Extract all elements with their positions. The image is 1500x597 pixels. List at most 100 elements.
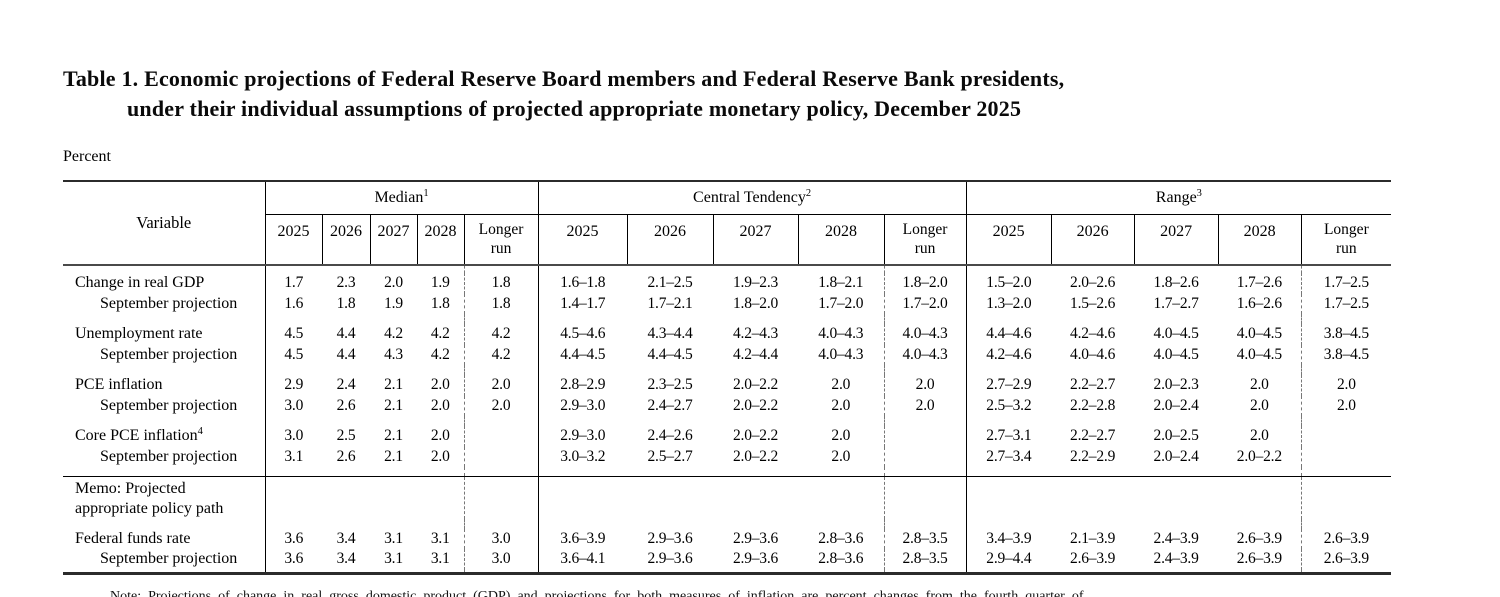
- cell-range-0: 2.7–3.4: [965, 446, 1052, 467]
- spacer-cell: [417, 519, 464, 529]
- cell-range-1: 2.2–2.7: [1070, 376, 1116, 394]
- cell-range-4: 3.8–4.5: [1300, 324, 1392, 345]
- spacer-cell: [627, 519, 713, 529]
- spacer-cell: [265, 467, 322, 476]
- table-row: Unemployment rate 4.5 4.4 4.2 4.2 4.2 4.5–4.6 4…: [63, 324, 1392, 345]
- cell-range-0: 2.9–4.4: [965, 549, 1052, 570]
- spacer-row: [63, 569, 1392, 574]
- longer-run-line2: run: [1336, 240, 1357, 258]
- cell-median-3: 3.1: [430, 550, 450, 568]
- cell-ct-3: 2.0: [831, 427, 851, 445]
- cell-median-2: 3.1: [384, 550, 403, 568]
- footnote-marker: 2: [805, 187, 812, 199]
- longer-run-header-range: Longer run: [1300, 214, 1392, 266]
- spacer-cell: [537, 518, 628, 529]
- spacer-cell: [1218, 314, 1301, 324]
- row-label-text: September projection: [100, 294, 238, 312]
- cell-ct-1: 2.9–3.6: [647, 529, 693, 547]
- spacer-cell: [322, 265, 370, 273]
- row-label-text: Federal funds rate: [75, 529, 191, 547]
- spacer-cell: [322, 314, 370, 324]
- spacer-cell: [417, 570, 464, 574]
- cell-range-2: 1.7–2.7: [1153, 294, 1199, 312]
- cell-median-1: 2.6: [336, 396, 356, 414]
- table-row: September projection 1.6 1.8 1.9 1.8 1.8 1.4–1…: [63, 293, 1392, 314]
- cell-ct-2: 2.0–2.2: [732, 376, 779, 394]
- spacer-cell: [537, 569, 628, 574]
- spacer-row: [63, 467, 1392, 476]
- spacer-cell: [713, 265, 798, 273]
- cell-median-0: 1.6: [284, 294, 304, 312]
- cell-ct-2: 4.2–4.3: [732, 325, 779, 343]
- cell-median-4: 2.0: [463, 375, 539, 396]
- longer-run-line1: Longer: [1323, 221, 1369, 239]
- cell-median-1: 2.6: [336, 447, 356, 465]
- spacer-row: [63, 416, 1392, 426]
- year-header-range-2026: 2026: [1050, 214, 1135, 266]
- cell-ct-1: 2.1–2.5: [647, 274, 693, 292]
- spacer-cell: [1051, 475, 1135, 519]
- cell-ct-1: 1.7–2.1: [647, 294, 693, 312]
- spacer-cell: [627, 365, 713, 375]
- spacer-cell: [1134, 416, 1218, 426]
- cell-ct-1: 4.3–4.4: [647, 325, 693, 343]
- cell-median-0: 3.6: [284, 550, 304, 568]
- spacer-cell: [463, 475, 539, 519]
- spacer-cell: [463, 314, 539, 324]
- spacer-row: [63, 265, 1392, 273]
- spacer-cell: [1134, 467, 1218, 476]
- row-label: Federal funds rate: [63, 528, 266, 549]
- spacer-cell: [1134, 365, 1218, 375]
- spacer-cell: [798, 416, 884, 426]
- spacer-cell: [1051, 519, 1134, 529]
- spacer-cell: [63, 569, 266, 574]
- cell-range-3: 2.6–3.9: [1236, 529, 1282, 547]
- cell-median-4: [463, 446, 539, 467]
- cell-ct-0: 2.8–2.9: [537, 375, 628, 396]
- spacer-row: [63, 518, 1392, 529]
- year-header-row: 2025 2026 2027 2028 Longer run 2025 2026 2027 202…: [63, 214, 1392, 266]
- cell-range-1: 4.0–4.6: [1070, 345, 1116, 363]
- cell-range-3: 2.0: [1249, 376, 1269, 394]
- cell-range-0: 2.5–3.2: [965, 395, 1052, 416]
- row-label-text: September projection: [100, 550, 238, 568]
- spacer-cell: [965, 265, 1052, 273]
- spacer-cell: [798, 467, 884, 476]
- spacer-cell: [883, 475, 967, 519]
- row-label: September projection: [63, 395, 266, 416]
- spacer-cell: [965, 475, 1052, 519]
- cell-ct-3: 2.0: [831, 447, 851, 465]
- cell-range-0: 2.7–2.9: [965, 375, 1052, 396]
- row-label-text: Core PCE inflation: [75, 427, 198, 445]
- cell-range-2: 2.0–2.5: [1153, 427, 1199, 445]
- cell-median-0: 4.5: [284, 345, 304, 363]
- group-header-row: Variable Median1 Central Tendency2 Range…: [63, 181, 1392, 266]
- spacer-cell: [627, 416, 713, 426]
- cell-median-4: 1.8: [463, 293, 539, 314]
- longer-run-line1: Longer: [478, 221, 524, 239]
- cell-range-2: 2.0–2.4: [1153, 396, 1199, 414]
- cell-ct-2: 2.0–2.2: [732, 427, 779, 445]
- spacer-cell: [1134, 570, 1218, 574]
- cell-range-2: 2.4–3.9: [1153, 550, 1199, 568]
- year-header-central-tendency-2027: 2027: [712, 214, 799, 266]
- spacer-cell: [1300, 416, 1392, 426]
- cell-ct-1: 2.9–3.6: [647, 550, 693, 568]
- spacer-cell: [63, 416, 266, 426]
- spacer-cell: [417, 314, 464, 324]
- spacer-cell: [370, 475, 417, 519]
- cell-range-3: 2.0–2.2: [1236, 447, 1282, 465]
- table-row: September projection 3.1 2.6 2.1 2.0 3.0–3.2 2…: [63, 446, 1392, 467]
- cell-median-1: 3.4: [336, 550, 356, 568]
- table-row: Federal funds rate 3.6 3.4 3.1 3.1 3.0 3.6–3.9…: [63, 528, 1392, 549]
- cell-median-1: 2.3: [336, 274, 356, 292]
- cell-range-2: 4.0–4.5: [1153, 345, 1199, 363]
- year-header-median-2026: 2026: [321, 214, 370, 266]
- spacer-cell: [883, 265, 967, 273]
- table-row: September projection 4.5 4.4 4.3 4.2 4.2 4.4–4…: [63, 344, 1392, 365]
- spacer-cell: [883, 365, 967, 375]
- cell-range-0: 4.4–4.6: [965, 324, 1052, 345]
- spacer-cell: [370, 416, 417, 426]
- spacer-cell: [627, 475, 714, 519]
- spacer-cell: [965, 518, 1052, 529]
